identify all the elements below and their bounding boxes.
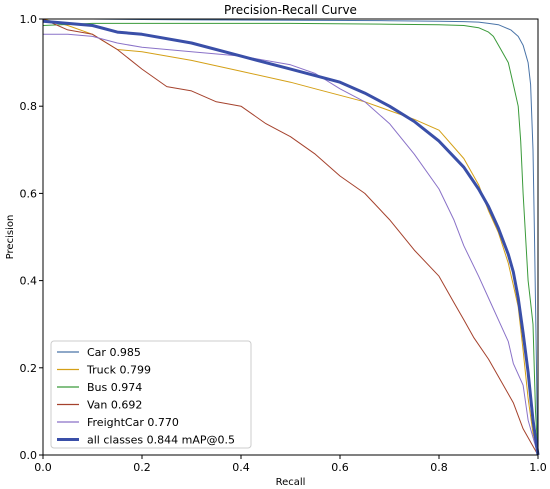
chart-title: Precision-Recall Curve	[224, 3, 357, 17]
legend-entry-label: Van 0.692	[87, 399, 142, 412]
y-tick-label: 1.0	[20, 13, 38, 26]
legend: Car 0.985 Truck 0.799 Bus 0.974 Van 0.692 Fr…	[50, 340, 252, 449]
x-tick-label: 0.8	[430, 461, 448, 474]
y-axis-label: Precision	[5, 215, 16, 260]
series-line-2	[42, 22, 539, 456]
legend-entry-label: all classes 0.844 mAP@0.5	[87, 434, 235, 447]
series-line-3	[42, 18, 539, 456]
legend-entry-label: FreightCar 0.770	[87, 416, 179, 429]
x-tick-label: 0.0	[34, 461, 52, 474]
series-line-4	[43, 33, 539, 456]
x-axis-label: Recall	[276, 477, 306, 488]
y-tick-label: 0.6	[20, 187, 38, 200]
y-tick-label: 0.4	[20, 275, 38, 288]
legend-entry-label: Truck 0.799	[86, 364, 151, 377]
legend-box	[50, 340, 252, 449]
x-tick-label: 1.0	[529, 461, 547, 474]
y-tick-label: 0.8	[20, 100, 38, 113]
ticks-layer: 0.0 0.2 0.4 0.6 0.8 1.0 0.0 0.2 0.4 0.6 0.8 1.0	[20, 13, 547, 474]
x-tick-label: 0.6	[331, 461, 349, 474]
series-line-0	[43, 18, 539, 456]
plot-frame	[42, 18, 539, 456]
y-tick-label: 0.2	[20, 362, 38, 375]
x-tick-label: 0.2	[133, 461, 151, 474]
legend-entry-label: Car 0.985	[87, 346, 141, 359]
x-tick-label: 0.4	[232, 461, 250, 474]
series-line-5	[42, 19, 540, 456]
legend-entry-label: Bus 0.974	[87, 381, 142, 394]
y-tick-label: 0.0	[20, 449, 38, 462]
series-layer	[42, 18, 540, 456]
